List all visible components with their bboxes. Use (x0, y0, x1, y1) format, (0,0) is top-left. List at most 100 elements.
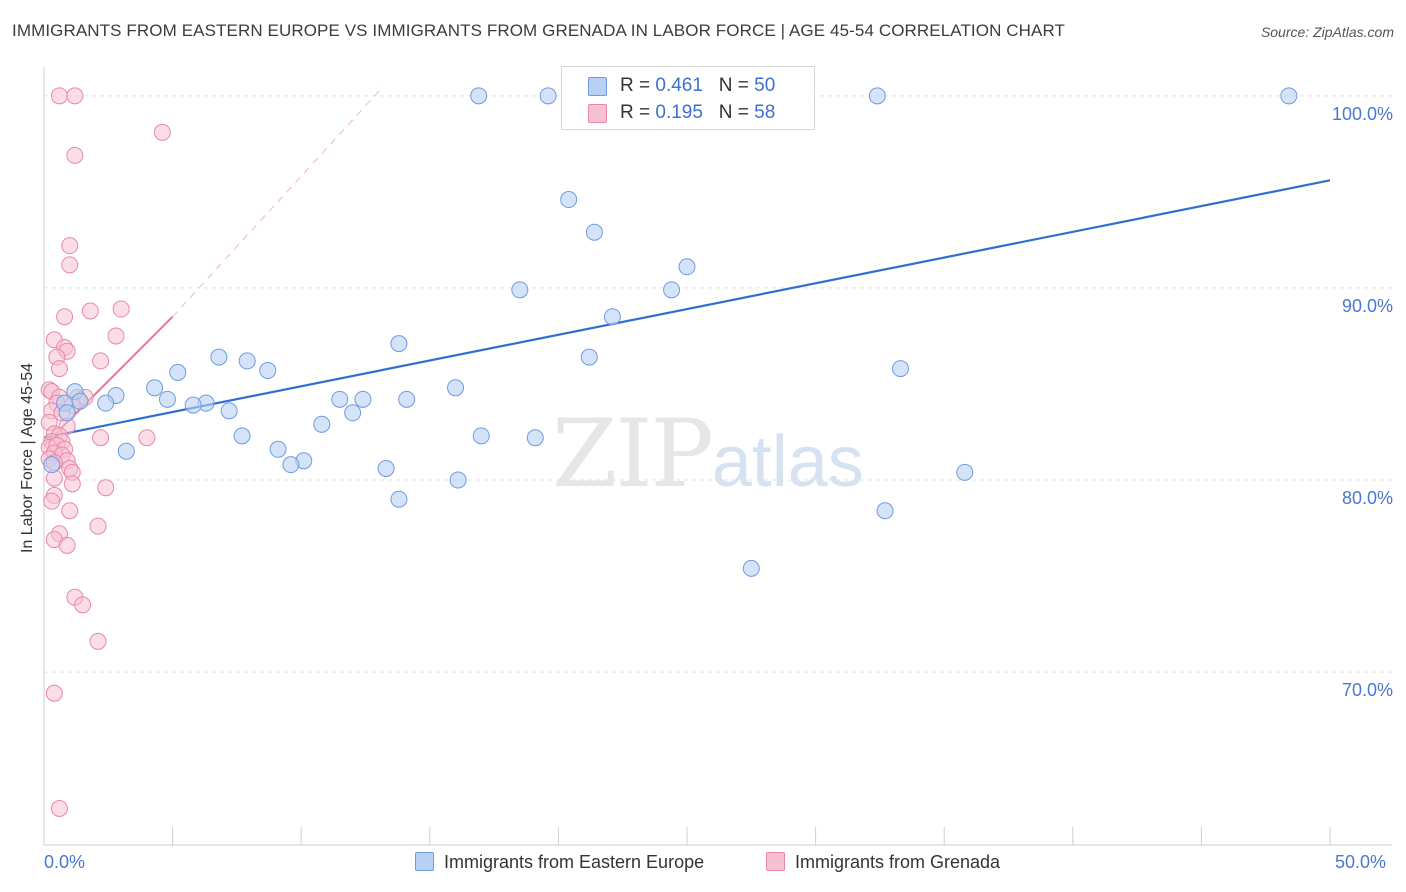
eastern-europe-point (344, 404, 362, 422)
y-tick-label: 100.0% (1332, 104, 1393, 124)
watermark-atlas: atlas (711, 422, 864, 502)
grenada-point (66, 146, 84, 164)
eastern-europe-point (282, 456, 300, 474)
grenada-point (56, 308, 74, 326)
legend-label: Immigrants from Eastern Europe (444, 852, 705, 872)
y-tick-label: 90.0% (1342, 296, 1393, 316)
grenada-point (89, 517, 107, 535)
legend-item-grenada: Immigrants from Grenada (766, 852, 1000, 873)
eastern-europe-point (585, 223, 603, 241)
x-tick-min: 0.0% (44, 852, 86, 872)
eastern-europe-point (470, 87, 488, 105)
eastern-europe-point (868, 87, 886, 105)
eastern-europe-point (146, 379, 164, 397)
eastern-europe-point (580, 348, 598, 366)
y-tick-labels: 70.0% 80.0% 90.0% 100.0% (1332, 104, 1393, 700)
r-value: 0.461 (655, 75, 703, 96)
eastern-europe-point (184, 396, 202, 414)
eastern-europe-point (678, 258, 696, 276)
eastern-europe-point (169, 363, 187, 381)
eastern-europe-point (511, 281, 529, 299)
eastern-europe-point (220, 402, 238, 420)
grenada-point (138, 429, 156, 447)
grenada-trend-extension (172, 85, 384, 318)
y-axis-label: In Labor Force | Age 45-54 (19, 362, 36, 554)
x-tick-max: 50.0% (1335, 852, 1387, 872)
grenada-point (50, 87, 68, 105)
n-value: 50 (754, 75, 776, 96)
grenada-point (43, 492, 61, 510)
eastern-europe-point (560, 191, 578, 209)
eastern-europe-point (354, 390, 372, 408)
y-tick-label: 80.0% (1342, 488, 1393, 508)
eastern-europe-point (43, 456, 61, 474)
legend-item-eastern-europe: Immigrants from Eastern Europe (415, 852, 704, 873)
eastern-europe-point (526, 429, 544, 447)
grenada-point (92, 429, 110, 447)
eastern-europe-point (390, 335, 408, 353)
eastern-europe-point (876, 502, 894, 520)
grenada-point (50, 800, 68, 818)
eastern-europe-point (71, 392, 89, 410)
eastern-europe-point (313, 415, 331, 433)
grenada-point (74, 596, 92, 614)
grenada-point (92, 352, 110, 370)
source-label: Source: ZipAtlas.com (1260, 24, 1394, 40)
grenada-point (63, 475, 81, 493)
n-label: N = (718, 102, 755, 123)
eastern-europe-point (449, 471, 467, 489)
grenada-point (58, 536, 76, 554)
eastern-europe-point (210, 348, 228, 366)
eastern-europe-trend-line (43, 179, 1331, 439)
eastern-europe-point (447, 379, 465, 397)
r-label: R = (620, 75, 656, 96)
grenada-point (97, 479, 115, 497)
grenada-point (61, 502, 79, 520)
correlation-legend: R = 0.461 N = 50 R = 0.195 N = 58 (561, 66, 815, 130)
y-tick-label: 70.0% (1342, 680, 1393, 700)
eastern-europe-point (117, 442, 135, 460)
grenada-point (45, 684, 63, 702)
eastern-europe-point (259, 362, 277, 380)
grenada-point (81, 302, 99, 320)
eastern-europe-point (158, 390, 176, 408)
watermark: ZIPatlas (552, 400, 864, 509)
grenada-point (50, 360, 68, 378)
gridlines (44, 95, 1392, 673)
eastern-europe-point (377, 459, 395, 477)
eastern-europe-point (472, 427, 490, 445)
grenada-point (61, 237, 79, 255)
legend-swatch-pink (588, 104, 607, 123)
grenada-point (61, 256, 79, 274)
watermark-zip: ZIP (552, 400, 714, 509)
grenada-point (107, 327, 125, 345)
eastern-europe-points (43, 87, 1298, 577)
legend-swatch-blue (415, 852, 434, 871)
eastern-europe-point (233, 427, 251, 445)
grenada-point (89, 632, 107, 650)
eastern-europe-point (58, 404, 76, 422)
eastern-europe-point (891, 360, 909, 378)
legend-label: Immigrants from Grenada (795, 852, 1001, 872)
eastern-europe-point (390, 490, 408, 508)
eastern-europe-point (269, 440, 287, 458)
n-value: 58 (754, 102, 776, 123)
chart-title: IMMIGRANTS FROM EASTERN EUROPE VS IMMIGR… (12, 21, 1066, 40)
eastern-europe-point (97, 394, 115, 412)
eastern-europe-point (1280, 87, 1298, 105)
r-value: 0.195 (655, 102, 703, 123)
eastern-europe-point (603, 308, 621, 326)
grenada-points (40, 87, 171, 818)
n-label: N = (718, 75, 755, 96)
grenada-point (153, 123, 171, 141)
eastern-europe-point (742, 559, 760, 577)
r-label: R = (620, 102, 656, 123)
eastern-europe-point (238, 352, 256, 370)
legend-swatch-pink (766, 852, 785, 871)
grenada-point (112, 300, 130, 318)
legend-swatch-blue (588, 77, 607, 96)
axes (43, 67, 1392, 846)
eastern-europe-point (331, 390, 349, 408)
grenada-point (66, 87, 84, 105)
